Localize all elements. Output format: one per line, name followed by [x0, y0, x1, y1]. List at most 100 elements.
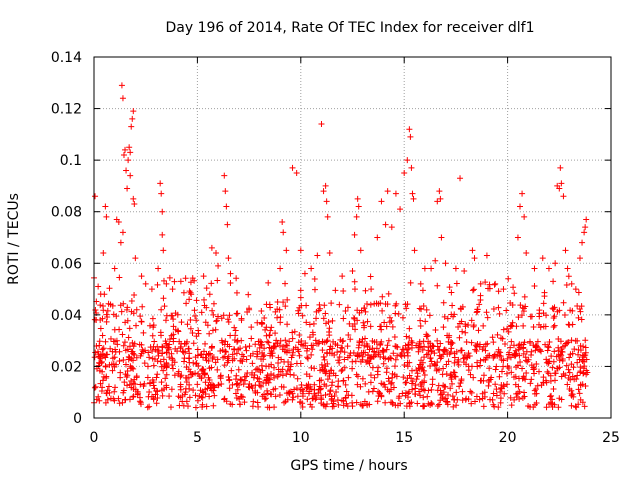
cloud-point — [187, 279, 194, 286]
data-point — [411, 247, 418, 254]
cloud-point — [560, 299, 567, 306]
cloud-point — [446, 284, 453, 291]
cloud-point — [531, 365, 538, 372]
data-point — [382, 221, 389, 228]
cloud-point — [414, 400, 421, 407]
cloud-point — [177, 386, 184, 393]
cloud-point — [399, 346, 406, 353]
cloud-point — [468, 400, 475, 407]
cloud-point — [303, 319, 310, 326]
cloud-point — [384, 301, 391, 308]
data-point — [582, 224, 589, 231]
cloud-point — [122, 361, 129, 368]
cloud-point — [178, 319, 185, 326]
cloud-point — [575, 386, 582, 393]
cloud-point — [385, 337, 392, 344]
cloud-point — [479, 395, 486, 402]
y-tick-label: 0.1 — [60, 153, 82, 169]
cloud-point — [309, 346, 316, 353]
data-point — [339, 273, 346, 280]
data-point — [514, 234, 521, 241]
cloud-point — [166, 336, 173, 343]
cloud-point — [131, 376, 138, 383]
cloud-point — [416, 305, 423, 312]
cloud-point — [406, 359, 413, 366]
cloud-point — [509, 319, 516, 326]
cloud-point — [408, 337, 415, 344]
cloud-point — [332, 287, 339, 294]
cloud-point — [166, 393, 173, 400]
data-point — [579, 239, 586, 246]
cloud-point — [335, 357, 342, 364]
cloud-point — [271, 374, 278, 381]
data-point — [148, 286, 155, 293]
cloud-point — [231, 324, 238, 331]
data-point — [223, 203, 230, 210]
data-point — [421, 265, 428, 272]
data-point — [545, 265, 552, 272]
cloud-point — [282, 280, 289, 287]
cloud-point — [271, 343, 278, 350]
data-point — [452, 265, 459, 272]
cloud-point — [208, 344, 215, 351]
cloud-point — [171, 372, 178, 379]
cloud-point — [138, 341, 145, 348]
cloud-point — [344, 304, 351, 311]
cloud-point — [189, 330, 196, 337]
data-point — [318, 121, 325, 128]
cloud-point — [170, 323, 177, 330]
cloud-point — [521, 339, 528, 346]
cloud-point — [274, 299, 281, 306]
data-point — [213, 249, 220, 256]
cloud-point — [439, 371, 446, 378]
cloud-point — [580, 370, 587, 377]
cloud-point — [226, 385, 233, 392]
cloud-point — [373, 339, 380, 346]
x-tick-label: 15 — [395, 430, 413, 446]
cloud-point — [495, 304, 502, 311]
x-tick-label: 5 — [193, 430, 202, 446]
data-point — [368, 286, 375, 293]
data-point — [169, 286, 176, 293]
cloud-point — [513, 390, 520, 397]
cloud-point — [434, 282, 441, 289]
cloud-point — [221, 395, 228, 402]
cloud-point — [359, 356, 366, 363]
cloud-point — [232, 327, 239, 334]
cloud-point — [232, 390, 239, 397]
cloud-point — [480, 377, 487, 384]
cloud-point — [137, 313, 144, 320]
cloud-point — [472, 398, 479, 405]
cloud-point — [324, 337, 331, 344]
cloud-point — [508, 369, 515, 376]
data-point — [378, 198, 385, 205]
cloud-point — [476, 343, 483, 350]
cloud-point — [291, 386, 298, 393]
cloud-point — [330, 338, 337, 345]
cloud-point — [210, 300, 217, 307]
cloud-point — [311, 390, 318, 397]
cloud-point — [550, 358, 557, 365]
cloud-point — [341, 356, 348, 363]
data-point — [521, 213, 528, 220]
cloud-point — [157, 358, 164, 365]
cloud-point — [540, 300, 547, 307]
cloud-point — [116, 400, 123, 407]
data-point — [392, 190, 399, 197]
cloud-point — [254, 389, 261, 396]
cloud-point — [480, 322, 487, 329]
cloud-point — [305, 381, 312, 388]
cloud-point — [152, 391, 159, 398]
cloud-point — [417, 392, 424, 399]
cloud-point — [166, 354, 173, 361]
cloud-point — [245, 291, 252, 298]
cloud-point — [184, 321, 191, 328]
cloud-point — [186, 394, 193, 401]
cloud-point — [406, 325, 413, 332]
cloud-point — [134, 388, 141, 395]
cloud-point — [536, 321, 543, 328]
cloud-point — [317, 386, 324, 393]
cloud-point — [543, 379, 550, 386]
cloud-point — [434, 359, 441, 366]
cloud-point — [459, 388, 466, 395]
